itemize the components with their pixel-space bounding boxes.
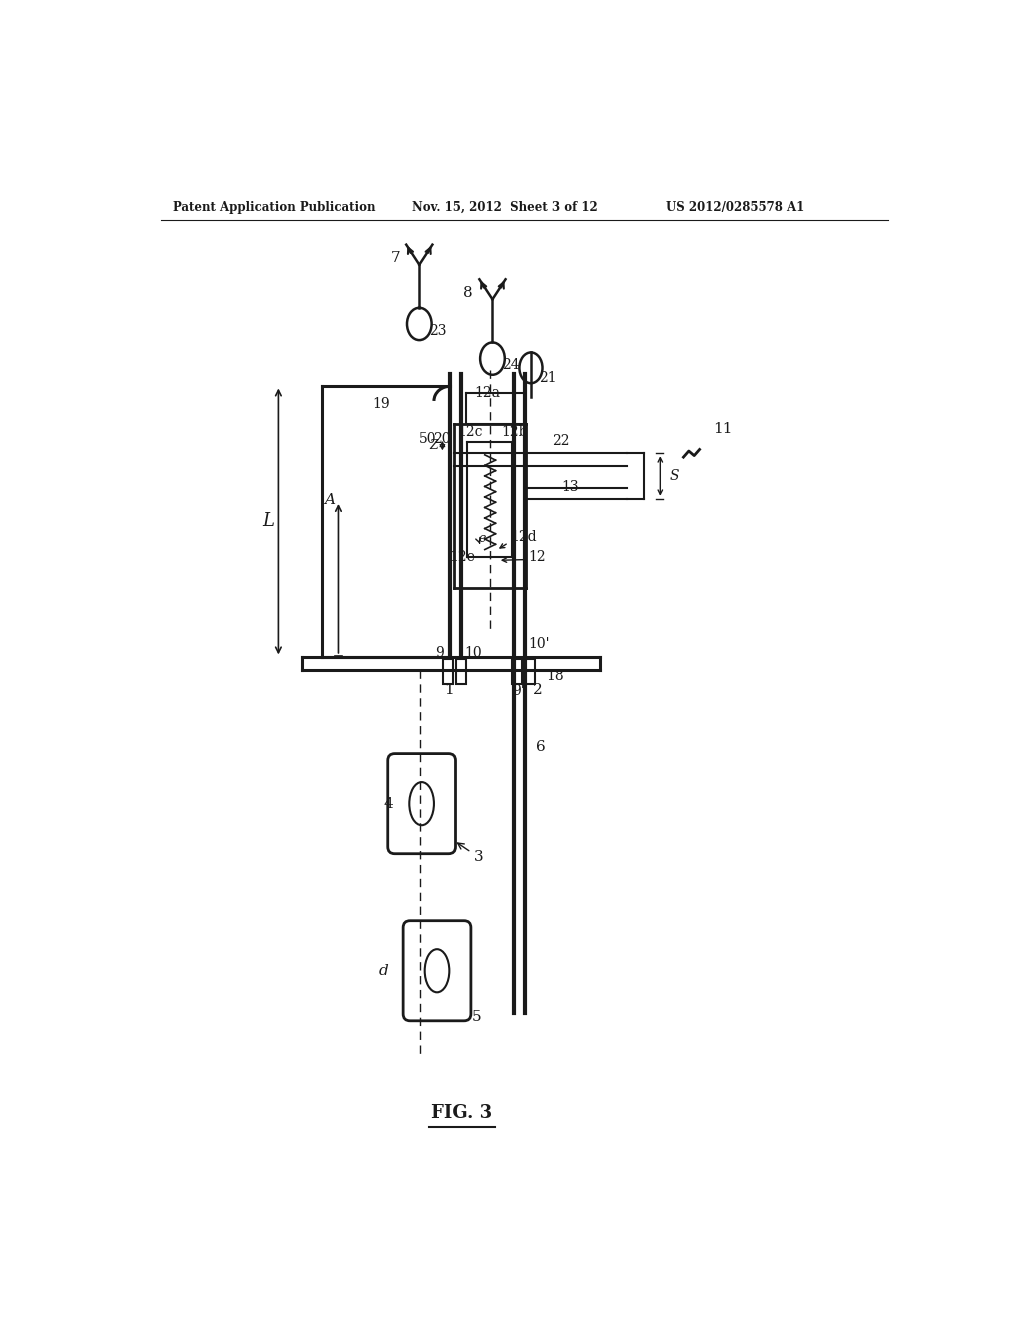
Text: e: e xyxy=(478,532,486,545)
Text: US 2012/0285578 A1: US 2012/0285578 A1 xyxy=(666,201,804,214)
Text: A: A xyxy=(324,494,335,507)
Text: 12: 12 xyxy=(528,550,546,564)
Text: d: d xyxy=(379,964,388,978)
Text: 8: 8 xyxy=(463,286,473,300)
Text: 4: 4 xyxy=(383,796,393,810)
Text: 9: 9 xyxy=(435,645,443,660)
Text: 6: 6 xyxy=(536,741,546,754)
Text: 12b: 12b xyxy=(502,425,528,438)
Text: 7: 7 xyxy=(391,251,400,265)
Text: 10: 10 xyxy=(464,645,481,660)
Text: 2: 2 xyxy=(532,682,543,697)
Text: Nov. 15, 2012  Sheet 3 of 12: Nov. 15, 2012 Sheet 3 of 12 xyxy=(412,201,597,214)
Text: 24: 24 xyxy=(503,359,520,372)
Text: 21: 21 xyxy=(539,371,556,384)
Text: Patent Application Publication: Patent Application Publication xyxy=(173,201,376,214)
Text: 9': 9' xyxy=(512,684,524,698)
Text: 3: 3 xyxy=(458,843,483,865)
Text: 50: 50 xyxy=(419,433,436,446)
Text: 20: 20 xyxy=(433,433,451,446)
Text: 11: 11 xyxy=(713,422,732,437)
Text: 12a: 12a xyxy=(474,387,500,400)
Text: 22: 22 xyxy=(552,434,569,447)
Text: L: L xyxy=(262,512,274,531)
Text: 18: 18 xyxy=(547,669,564,684)
Text: 23: 23 xyxy=(429,323,446,338)
Text: 1: 1 xyxy=(444,682,454,697)
Text: 12e: 12e xyxy=(450,550,475,564)
Text: Z: Z xyxy=(429,440,437,453)
Text: 13: 13 xyxy=(562,480,580,494)
Text: 12c: 12c xyxy=(457,425,482,438)
Text: 12d: 12d xyxy=(510,531,537,544)
Text: S: S xyxy=(670,469,679,483)
Text: 19: 19 xyxy=(373,397,390,411)
Text: FIG. 3: FIG. 3 xyxy=(431,1105,493,1122)
Text: 10': 10' xyxy=(528,638,550,651)
Text: 5: 5 xyxy=(472,1010,481,1024)
